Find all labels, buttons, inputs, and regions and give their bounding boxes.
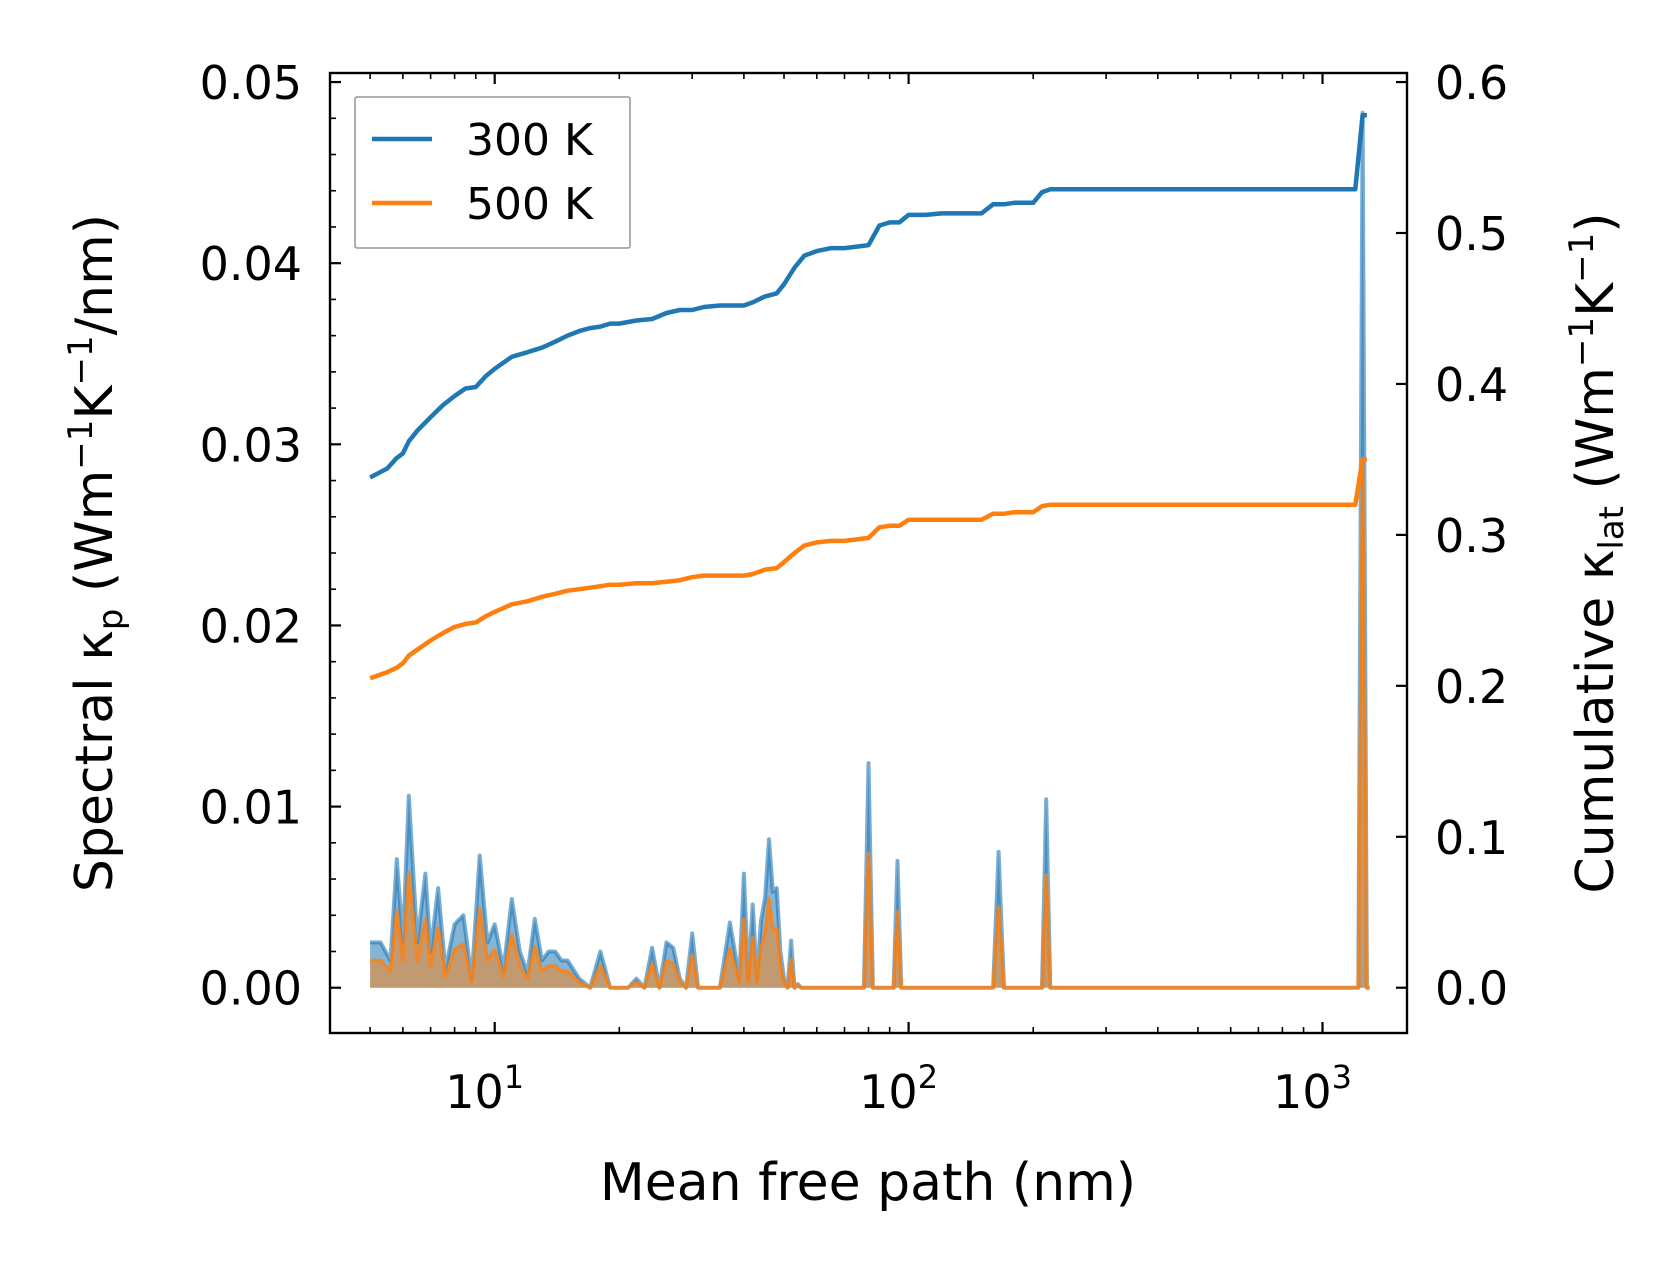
y-left-tick-label: 0.01 [200, 781, 302, 835]
x-tick-label-base: 10 [445, 1065, 504, 1119]
ylabel-left-mid: (Wm [65, 470, 125, 609]
cumulative-layer [369, 113, 1367, 681]
spectral-line-500k [370, 461, 1370, 990]
ylabel-left-sup1: −1 [61, 420, 101, 470]
y-right-tick-label: 0.5 [1435, 207, 1508, 261]
ylabel-right-suffix: ) [1566, 212, 1626, 232]
y-left-tick-label: 0.03 [200, 418, 302, 472]
y-right-tick-label: 0.4 [1435, 358, 1508, 412]
x-tick-label-base: 10 [1273, 1065, 1332, 1119]
legend-label-300K: 300 K [466, 115, 594, 166]
ylabel-right-sup1: −1 [1562, 317, 1602, 367]
y-left-tick-label: 0.04 [200, 237, 302, 291]
x-tick-label: 102 [859, 1058, 938, 1119]
x-tick-label: 101 [445, 1058, 524, 1119]
y-right-tick-label: 0.3 [1435, 509, 1508, 563]
ylabel-left-suffix: /nm) [65, 214, 125, 335]
y-axis-label-left: Spectral κp (Wm−1K−1/nm) [61, 214, 131, 892]
ylabel-left-prefix: Spectral κ [65, 630, 125, 892]
y-right-tick-label: 0.0 [1435, 962, 1508, 1016]
cumulative-line-500k [369, 457, 1367, 681]
y-right-tick-label: 0.1 [1435, 811, 1508, 865]
ylabel-right-prefix: Cumulative κ [1566, 550, 1626, 894]
y-left-tick-label: 0.00 [200, 962, 302, 1016]
x-tick-label: 103 [1273, 1058, 1352, 1119]
x-tick-label-exp: 2 [918, 1058, 938, 1096]
ylabel-right-mid2: K [1566, 281, 1626, 317]
x-tick-label-exp: 3 [1332, 1058, 1352, 1096]
y-left-tick-label: 0.02 [200, 599, 302, 653]
y-right-tick-label: 0.2 [1435, 660, 1508, 714]
cumulative-line-300k [369, 113, 1367, 480]
x-tick-label-base: 10 [859, 1065, 918, 1119]
x-tick-label-exp: 1 [504, 1058, 524, 1096]
ylabel-right-sub: lat [1592, 506, 1632, 550]
ylabel-left-sub: p [91, 609, 131, 631]
ylabel-left-mid2: K [65, 384, 125, 420]
y-left-tick-label: 0.05 [200, 56, 302, 110]
ylabel-right-mid: (Wm [1566, 367, 1626, 506]
x-axis-label: Mean free path (nm) [600, 1153, 1136, 1213]
legend: 300 K 500 K [354, 96, 631, 249]
ylabel-right-sup2: −1 [1562, 233, 1602, 283]
ticks-layer: 0.00 0.01 0.02 0.03 0.04 0.05 0.0 0.1 0.2 0.3 0.4 0… [200, 56, 1509, 1119]
ylabel-left-sup2: −1 [61, 335, 101, 385]
y-right-tick-label: 0.6 [1435, 56, 1508, 110]
y-axis-label-right: Cumulative κlat (Wm−1K−1) [1562, 212, 1632, 893]
spectral-layer [370, 110, 1370, 990]
legend-box [354, 96, 631, 249]
legend-label-500K: 500 K [466, 179, 594, 230]
